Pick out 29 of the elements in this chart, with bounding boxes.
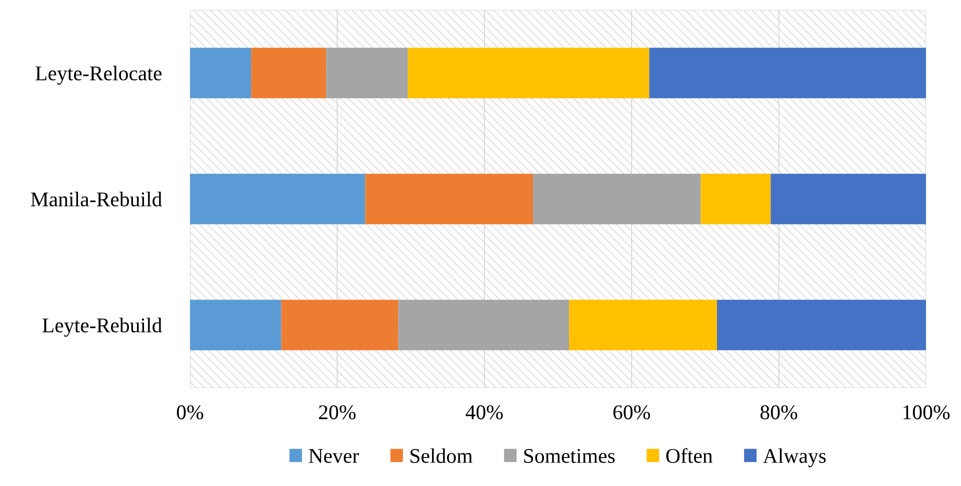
bar [569,300,717,350]
bar [532,174,701,224]
legend-label: Seldom [410,448,472,463]
legend-label: Sometimes [524,448,615,463]
bar [716,300,926,350]
legend-label: Always [763,448,826,468]
y-tick-label: Manila-Rebuild [30,192,162,206]
bar [281,300,398,350]
x-tick-label: 60% [613,405,650,420]
y-tick-label: Leyte-Relocate [36,66,162,85]
bar [190,48,252,98]
x-tick-label: 80% [760,405,798,420]
bar [408,48,650,98]
y-tick-label: Leyte-Rebuild [42,318,162,337]
x-tick-label: 40% [466,405,503,420]
legend-label: Often [666,448,713,463]
bar [649,48,926,98]
x-tick-label: 0% [176,405,204,420]
bar [190,174,366,224]
bar [190,300,282,350]
legend-label: Never [308,449,359,463]
bar [770,174,926,224]
x-tick-label: 20% [319,405,356,420]
bar [365,174,533,224]
x-tick-label: 100% [904,405,950,420]
bar [251,48,326,98]
bar [700,174,771,224]
bar [398,300,570,350]
bar [326,48,408,98]
